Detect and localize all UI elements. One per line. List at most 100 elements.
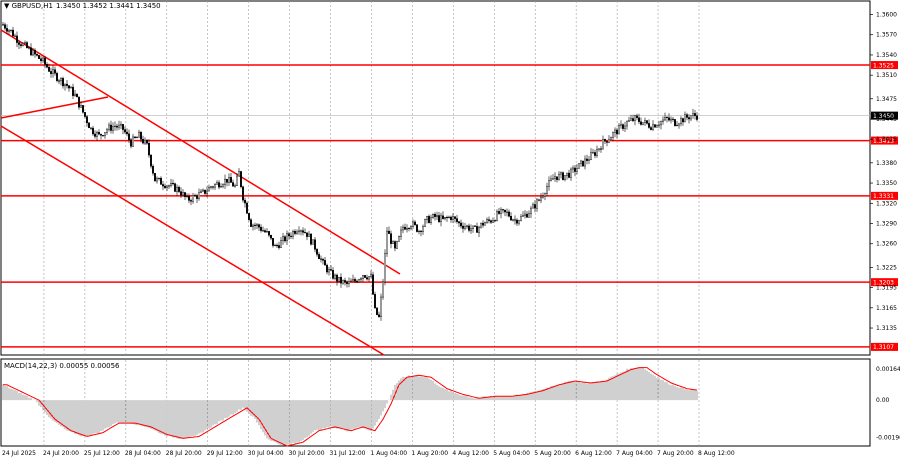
candle-body <box>308 233 311 237</box>
candle-body <box>638 117 641 122</box>
time-tick-label: 1 Aug 20:00 <box>411 450 448 457</box>
candle-body <box>696 115 699 120</box>
candle-body <box>694 113 697 116</box>
candle-body <box>526 213 529 218</box>
candle-body <box>48 66 51 72</box>
candle-body <box>20 44 23 46</box>
candle-body <box>165 185 168 188</box>
candle-body <box>576 168 579 172</box>
candle-body <box>494 220 497 222</box>
candle-body <box>632 118 635 121</box>
candle-body <box>310 233 313 245</box>
candle-body <box>548 180 551 187</box>
candle-body <box>282 236 285 241</box>
candle-body <box>670 118 673 121</box>
candle-body <box>556 176 559 180</box>
price-tick-label: 1.3475 <box>876 96 897 103</box>
candle-body <box>179 191 182 196</box>
candle-body <box>614 129 617 133</box>
candle-body <box>496 211 499 221</box>
candle-body <box>418 230 421 232</box>
candle-body <box>177 186 180 192</box>
candle-body <box>36 53 39 56</box>
candle-body <box>650 127 653 130</box>
candle-body <box>664 116 667 121</box>
candle-body <box>536 199 539 209</box>
channel-lower-line <box>0 125 385 356</box>
candle-body <box>258 224 261 228</box>
candle-body <box>201 189 204 192</box>
candle-body <box>290 235 293 237</box>
candle-body <box>95 132 98 137</box>
candle-body <box>18 42 21 45</box>
candle-body <box>604 139 607 142</box>
candle-body <box>239 171 242 188</box>
candle-body <box>103 132 106 137</box>
candle-body <box>530 207 533 214</box>
candle-body <box>193 195 196 197</box>
candle-body <box>5 28 8 32</box>
candle-body <box>578 163 581 169</box>
candle-body <box>225 178 228 183</box>
candle-body <box>157 177 160 179</box>
candle-body <box>388 230 391 234</box>
candle-body <box>302 230 305 233</box>
candle-body <box>588 159 591 161</box>
candle-body <box>394 241 397 249</box>
candle-body <box>141 139 144 144</box>
candle-body <box>143 139 146 144</box>
candle-body <box>484 222 487 226</box>
candle-body <box>400 229 403 237</box>
candle-body <box>636 115 639 118</box>
candle-body <box>205 190 208 194</box>
candle-body <box>426 216 429 220</box>
candle-body <box>163 185 166 188</box>
candle-body <box>342 280 345 284</box>
candle-body <box>514 219 517 221</box>
candle-body <box>203 189 206 194</box>
price-tick-label: 1.3510 <box>876 72 897 79</box>
candle-body <box>326 264 329 273</box>
candle-body <box>524 213 527 216</box>
candle-body <box>145 139 148 144</box>
macd-label: MACD(14,22,3) 0.00055 0.00056 <box>4 362 120 370</box>
candle-body <box>482 222 485 226</box>
candle-body <box>516 219 519 224</box>
candle-body <box>398 236 401 242</box>
candle-body <box>153 173 156 182</box>
candle-body <box>7 30 10 32</box>
candle-body <box>410 226 413 229</box>
candle-body <box>568 172 571 178</box>
candle-body <box>354 279 357 282</box>
candle-body <box>83 112 86 117</box>
candle-body <box>253 224 256 226</box>
candle-body <box>280 240 283 248</box>
candle-body <box>486 219 489 223</box>
candle-body <box>107 124 110 130</box>
candle-body <box>187 195 190 201</box>
dropdown-icon[interactable]: ▼ <box>4 2 12 10</box>
candle-body <box>75 93 78 98</box>
candle-body <box>26 42 29 49</box>
candle-body <box>97 132 100 135</box>
candle-body <box>404 226 407 230</box>
candle-body <box>544 193 547 197</box>
candle-body <box>566 172 569 176</box>
candle-body <box>304 232 307 234</box>
candle-body <box>227 177 230 183</box>
candle-body <box>346 281 349 284</box>
time-tick-label: 30 Jul 04:00 <box>248 450 284 457</box>
candle-body <box>54 69 57 74</box>
candle-body <box>151 165 154 174</box>
vertical-grid <box>43 1 700 446</box>
candle-body <box>640 121 643 125</box>
candle-body <box>264 230 267 233</box>
macd-signal <box>3 367 698 447</box>
candle-body <box>540 196 543 201</box>
candle-body <box>3 24 6 29</box>
candle-body <box>256 224 259 226</box>
candle-body <box>159 177 162 185</box>
candle-body <box>512 219 515 221</box>
candle-body <box>498 211 501 214</box>
